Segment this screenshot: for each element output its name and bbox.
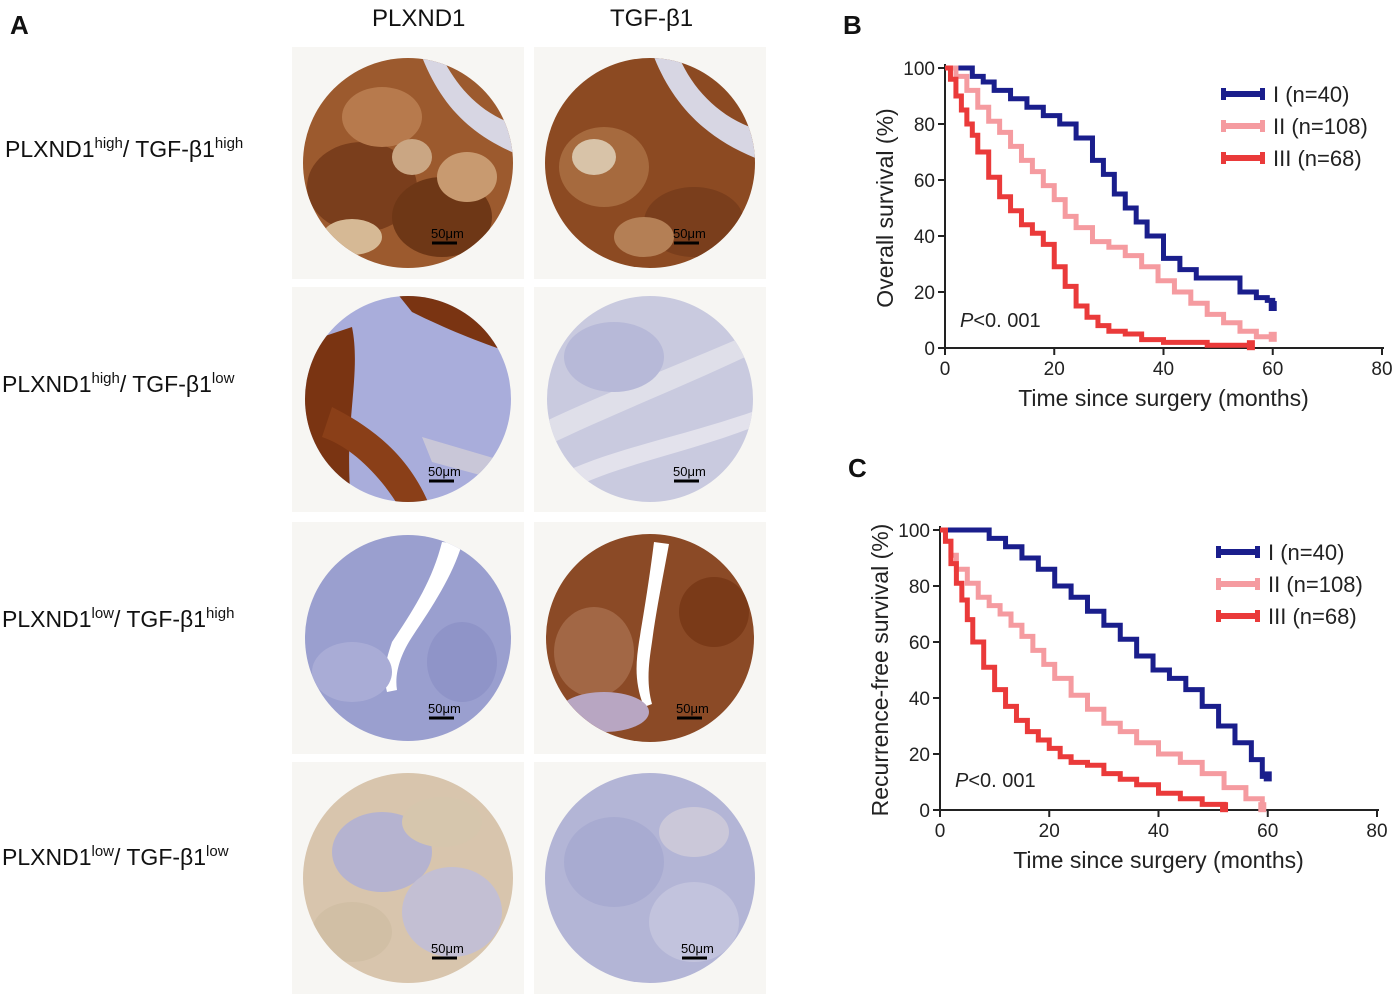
y-axis-label: Recurrence-free survival (%) <box>867 524 893 817</box>
y-tick-label: 20 <box>909 745 930 766</box>
y-tick-label: 20 <box>914 283 935 304</box>
legend-swatch-cap <box>1260 120 1265 132</box>
y-tick-label: 80 <box>909 577 930 598</box>
y-tick-label: 60 <box>909 633 930 654</box>
ihc-core-plxnd1-low-tgfb1-low-plxnd1: 50μm <box>292 762 524 994</box>
x-axis-label: Time since surgery (months) <box>1013 847 1304 873</box>
legend-swatch-cap <box>1221 120 1226 132</box>
overall-survival-chart: 0 20 40 60 80 100 0 20 40 60 80 Time since surgery … <box>872 59 1393 411</box>
survival-curve-series-1 <box>940 527 1268 779</box>
censor-mark <box>1258 802 1267 813</box>
ihc-core-plxnd1-low-tgfb1-high-plxnd1: 50μm <box>292 522 524 754</box>
scale-bar-label: 50μm <box>676 701 709 716</box>
y-axis-label: Overall survival (%) <box>872 108 898 307</box>
legend-swatch-cap <box>1255 546 1260 558</box>
row-label-2: PLXND1high/ TGF-β1low <box>2 370 235 397</box>
x-tick-label: 40 <box>1148 821 1169 842</box>
scale-bar-label: 50μm <box>428 464 461 479</box>
x-tick-label: 80 <box>1366 821 1387 842</box>
scale-bar-label: 50μm <box>673 464 706 479</box>
survival-curve-series-1 <box>945 65 1276 306</box>
p-value-annotation: P<0. 001 <box>955 770 1036 792</box>
survival-curve-series-2 <box>940 527 1265 808</box>
censor-mark <box>1263 771 1272 782</box>
panel-c-letter: C <box>848 453 867 483</box>
p-value-annotation: P<0. 001 <box>960 310 1041 332</box>
recurrence-free-survival-chart: 0 20 40 60 80 100 0 20 40 60 80 Time since surgery … <box>867 521 1388 873</box>
legend-entry: II (n=108) <box>1273 114 1368 139</box>
ihc-core-plxnd1-low-tgfb1-high-tgfb1: 50μm <box>534 522 766 754</box>
legend-swatch-cap <box>1221 152 1226 164</box>
survival-curve-series-3 <box>940 527 1227 808</box>
y-tick-label: 40 <box>914 227 935 248</box>
row-label-4: PLXND1low/ TGF-β1low <box>2 843 229 870</box>
censor-mark <box>1268 331 1277 342</box>
x-tick-label: 0 <box>940 359 951 380</box>
ihc-core-plxnd1-high-tgfb1-low-plxnd1: 50μm <box>292 287 524 512</box>
column-header-plxnd1: PLXND1 <box>372 5 466 32</box>
legend-entry: III (n=68) <box>1268 604 1357 629</box>
panel-a-letter: A <box>10 10 29 40</box>
censor-mark <box>1220 802 1229 813</box>
ihc-core-plxnd1-low-tgfb1-low-tgfb1: 50μm <box>534 762 766 994</box>
x-tick-label: 60 <box>1257 821 1278 842</box>
x-tick-label: 20 <box>1039 821 1060 842</box>
legend-swatch-cap <box>1260 88 1265 100</box>
legend-entry: I (n=40) <box>1273 82 1349 107</box>
survival-curve-series-3 <box>945 65 1251 348</box>
legend-swatch-cap <box>1255 610 1260 622</box>
y-tick-label: 100 <box>903 59 935 80</box>
scale-bar-label: 50μm <box>673 226 706 241</box>
censor-mark <box>1246 340 1255 351</box>
ihc-core-plxnd1-high-tgfb1-high-tgfb1: 50μm <box>534 47 766 279</box>
panel-b-letter: B <box>843 10 862 40</box>
y-tick-label: 60 <box>914 171 935 192</box>
y-tick-label: 100 <box>898 521 930 542</box>
x-tick-label: 40 <box>1153 359 1174 380</box>
y-tick-label: 0 <box>924 339 935 360</box>
scale-bar-label: 50μm <box>681 941 714 956</box>
legend-swatch-cap <box>1255 578 1260 590</box>
scale-bar-label: 50μm <box>428 701 461 716</box>
legend-swatch-cap <box>1216 546 1221 558</box>
legend-swatch-cap <box>1260 152 1265 164</box>
legend-entry: I (n=40) <box>1268 540 1344 565</box>
x-tick-label: 20 <box>1044 359 1065 380</box>
survival-curve-series-2 <box>945 65 1273 340</box>
scale-bar-label: 50μm <box>431 226 464 241</box>
legend-swatch-cap <box>1216 610 1221 622</box>
legend-swatch-cap <box>1221 88 1226 100</box>
x-tick-label: 80 <box>1371 359 1392 380</box>
x-tick-label: 0 <box>935 821 946 842</box>
x-axis-label: Time since surgery (months) <box>1018 385 1309 411</box>
legend-entry: III (n=68) <box>1273 146 1362 171</box>
legend-entry: II (n=108) <box>1268 572 1363 597</box>
column-header-tgfb1: TGF-β1 <box>610 5 694 32</box>
censor-mark <box>1268 301 1277 311</box>
ihc-core-plxnd1-high-tgfb1-low-tgfb1: 50μm <box>534 287 766 512</box>
scale-bar-label: 50μm <box>431 941 464 956</box>
ihc-core-plxnd1-high-tgfb1-high-plxnd1: 50μm <box>292 47 524 279</box>
x-tick-label: 60 <box>1262 359 1283 380</box>
y-tick-label: 80 <box>914 115 935 136</box>
y-tick-label: 0 <box>919 801 930 822</box>
legend-swatch-cap <box>1216 578 1221 590</box>
row-label-3: PLXND1low/ TGF-β1high <box>2 605 235 632</box>
row-label-1: PLXND1high/ TGF-β1high <box>5 135 244 162</box>
y-tick-label: 40 <box>909 689 930 710</box>
